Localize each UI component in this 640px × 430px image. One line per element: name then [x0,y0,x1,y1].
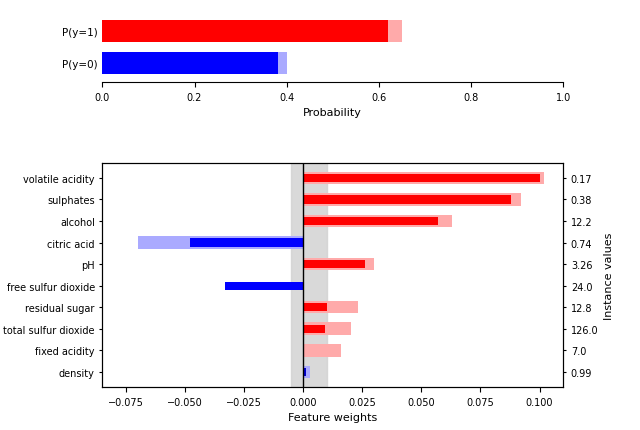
Bar [225,282,303,290]
Bar [303,218,438,226]
X-axis label: Feature weights: Feature weights [288,412,378,422]
Bar [303,172,544,185]
Bar [303,194,521,206]
Bar [303,323,351,335]
Bar [102,21,402,43]
X-axis label: Probability: Probability [303,108,362,118]
Bar [303,344,341,357]
Bar [291,163,327,387]
Bar [303,175,540,183]
Bar [102,52,287,75]
Bar [303,366,310,378]
Bar [303,301,358,314]
Bar [303,368,306,376]
Bar [303,304,327,312]
Bar [303,215,452,228]
Bar [190,239,303,247]
Bar [138,237,303,249]
Bar [303,325,324,333]
Bar [303,258,374,271]
Bar [102,52,278,75]
Bar [102,21,388,43]
Y-axis label: Instance values: Instance values [604,232,614,319]
Bar [303,261,365,269]
Bar [303,196,511,204]
